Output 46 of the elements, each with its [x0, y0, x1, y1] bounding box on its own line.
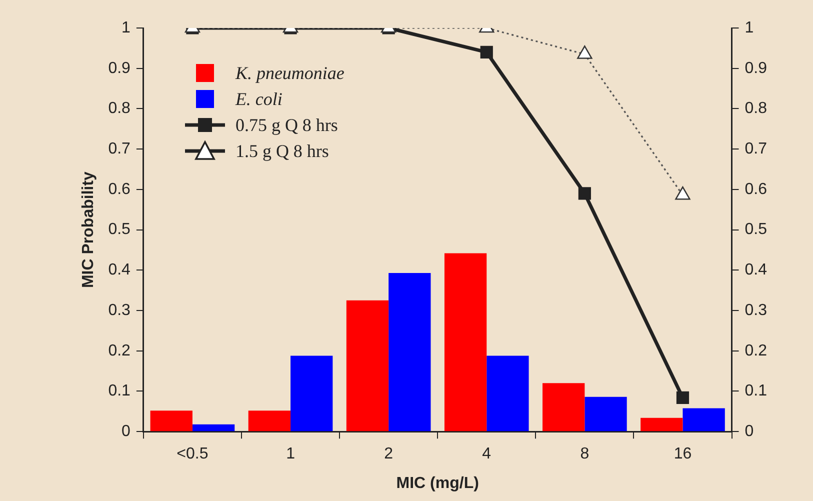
x-tick-label: 1 [286, 446, 296, 463]
x-tick-label: <0.5 [176, 446, 208, 463]
bar [486, 356, 529, 432]
y2-tick-label: 0.2 [744, 342, 768, 360]
legend-label: K. pneumoniae [235, 62, 344, 84]
legend-label: 0.75 g Q 8 hrs [235, 114, 338, 136]
y2-tick-label: 0.7 [744, 140, 768, 158]
y-tick-label: 0.1 [108, 382, 131, 400]
bar [444, 253, 487, 432]
y2-tick-label: 0.6 [744, 180, 768, 198]
y2-tick-label: 0.9 [744, 60, 768, 77]
y-axis-title: MIC Probability [80, 171, 98, 288]
y-tick-label: 0.2 [108, 342, 131, 360]
y-tick-label: 0.9 [108, 60, 131, 77]
y2-tick-label: 0.3 [744, 302, 768, 319]
y-tick-label: 0.8 [108, 100, 131, 118]
y2-tick-label: 0.4 [744, 262, 768, 279]
bar [192, 424, 235, 432]
bar [682, 408, 725, 432]
legend-label: 1.5 g Q 8 hrs [235, 140, 329, 162]
x-tick-label: 8 [580, 446, 590, 463]
bar [150, 410, 192, 432]
y-tick-label: 0 [122, 423, 131, 440]
y2-tick-label: 0.1 [744, 382, 768, 400]
y-tick-label: 0.5 [108, 221, 131, 238]
bar [584, 396, 627, 432]
y-tick-label: 0.3 [108, 302, 131, 319]
x-axis-title: MIC (mg/L) [396, 474, 479, 492]
y2-tick-label: 0 [744, 423, 754, 440]
y-tick-label: 0.4 [108, 262, 131, 279]
x-tick-label: 4 [482, 446, 492, 463]
bar [290, 356, 333, 432]
y2-tick-label: 0.8 [744, 100, 768, 118]
bar [346, 300, 389, 432]
legend-label: E. coli [235, 88, 282, 110]
bar [248, 410, 291, 432]
bar [542, 383, 585, 432]
y2-tick-label: 1 [744, 19, 754, 36]
y-tick-label: 0.7 [108, 140, 131, 158]
y2-tick-label: 0.5 [744, 221, 768, 238]
bar [640, 418, 683, 432]
x-tick-label: 16 [674, 446, 692, 463]
y-tick-label: 1 [122, 19, 131, 36]
x-tick-label: 2 [384, 446, 394, 463]
y-tick-label: 0.6 [108, 180, 131, 198]
bar [388, 272, 431, 432]
